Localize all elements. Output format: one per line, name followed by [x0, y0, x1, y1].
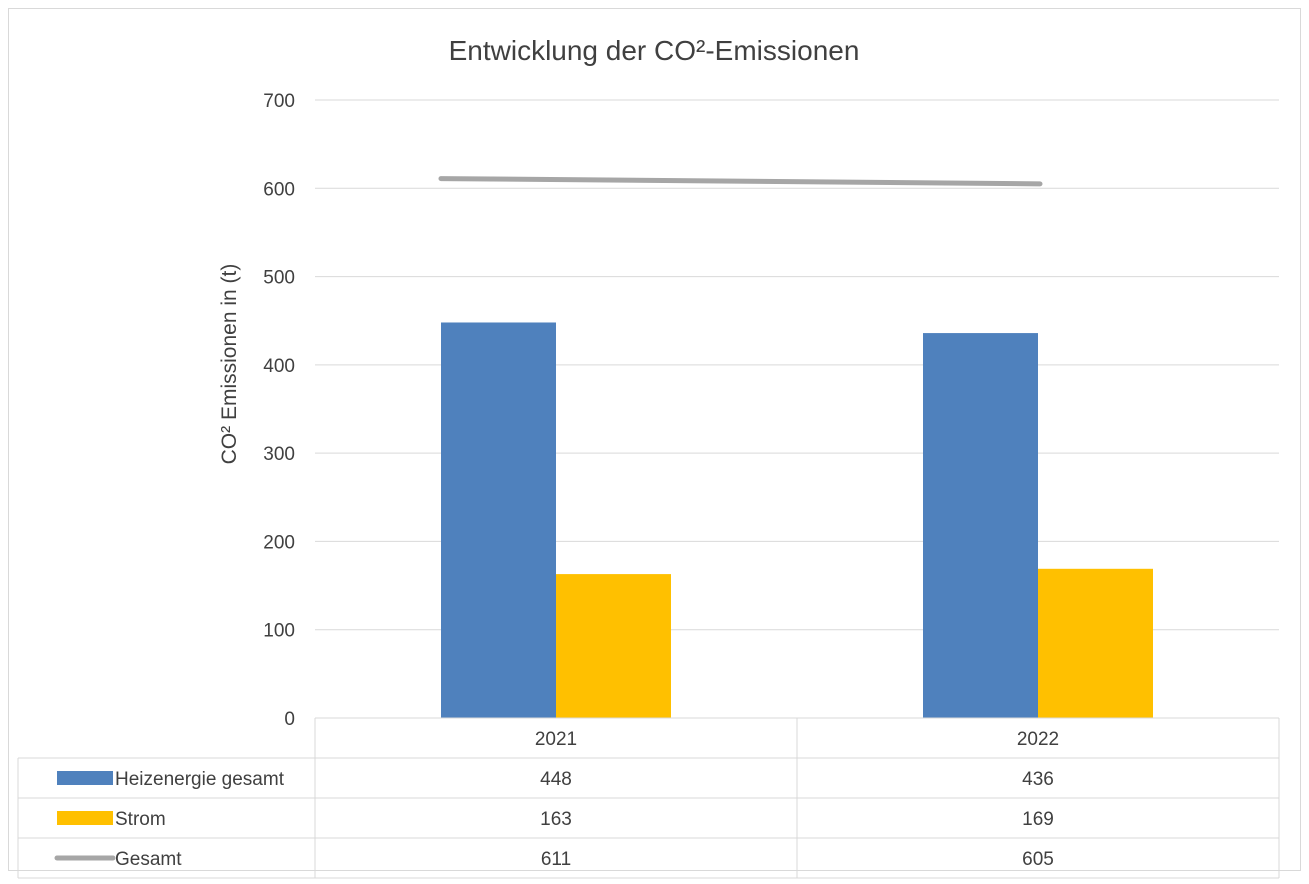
bar [556, 574, 671, 718]
y-tick-label: 700 [263, 91, 295, 112]
x-tick-label: 2021 [535, 729, 577, 750]
x-tick-label: 2022 [1017, 729, 1059, 750]
legend-label: Heizenergie gesamt [115, 769, 285, 790]
bars-group [441, 322, 1153, 718]
lines-group [438, 176, 1043, 187]
y-tick-label: 0 [284, 709, 295, 730]
bar [1038, 568, 1153, 718]
bar [923, 333, 1038, 718]
legend-key [57, 771, 113, 785]
legend-label: Gesamt [115, 849, 182, 870]
series-line [438, 176, 1043, 187]
data-label: 163 [540, 809, 572, 830]
data-label: 436 [1022, 769, 1054, 790]
chart-frame [8, 8, 1301, 871]
y-tick-labels: 0 100 200 300 400 500 600 700 [263, 91, 295, 730]
y-tick-label: 600 [263, 179, 295, 200]
legend-key [57, 811, 113, 825]
data-table: 2021 2022 Heizenergie gesamt 448 436 Strom 163… [17, 717, 1280, 879]
y-axis-label: CO² Emissionen in (t) [218, 264, 241, 465]
chart-title: Entwicklung der CO²-Emissionen [449, 35, 860, 66]
y-tick-label: 500 [263, 268, 295, 289]
bar [441, 322, 556, 718]
data-label: 611 [541, 849, 571, 870]
y-tick-label: 400 [263, 356, 295, 377]
data-label: 448 [540, 769, 572, 790]
y-tick-label: 200 [263, 532, 295, 553]
data-label: 169 [1022, 809, 1054, 830]
y-tick-label: 300 [263, 444, 295, 465]
data-label: 605 [1022, 849, 1054, 870]
y-tick-label: 100 [263, 621, 295, 642]
legend-label: Strom [115, 809, 166, 830]
